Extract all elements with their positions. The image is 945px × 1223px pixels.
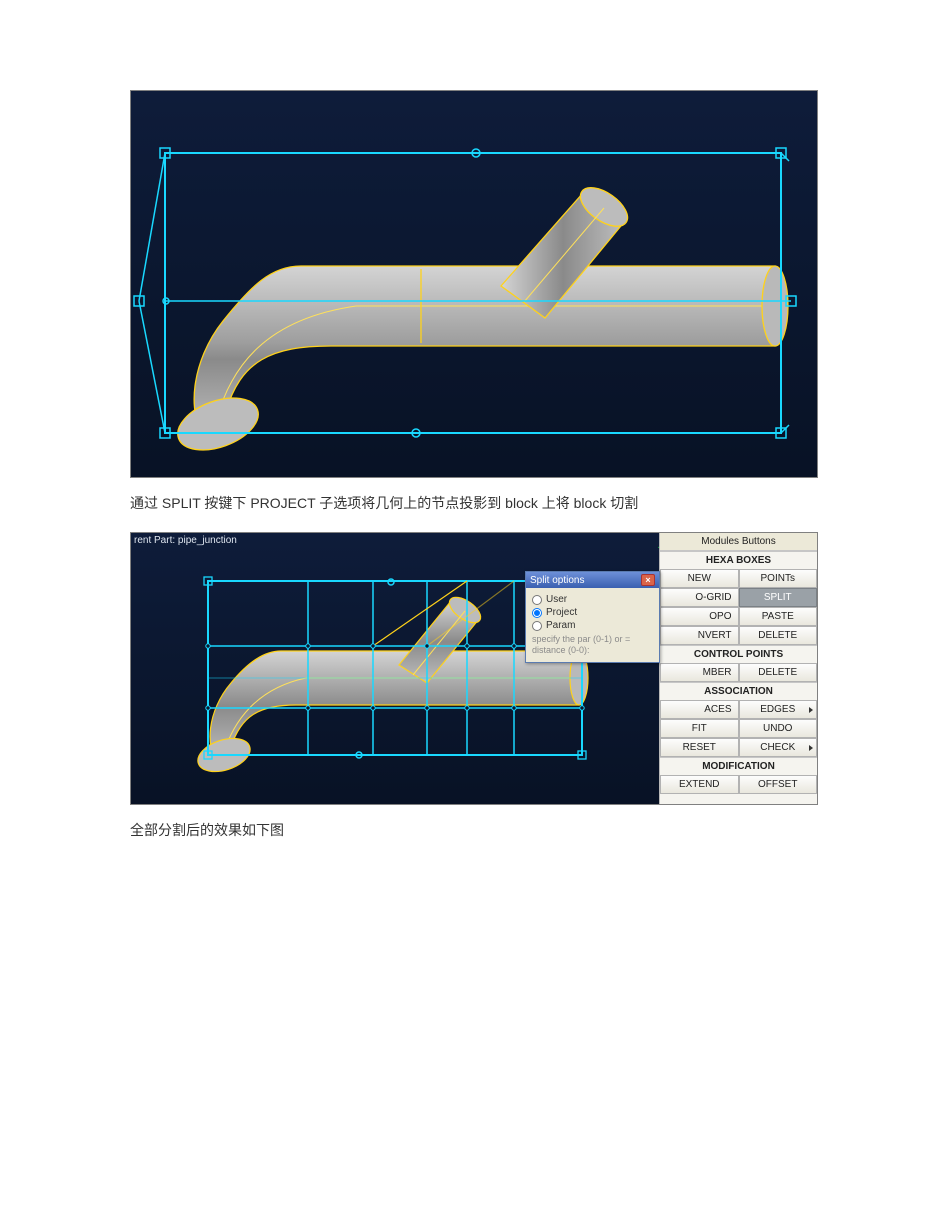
split-option-user-label: User (546, 594, 567, 605)
split-options-title: Split options (530, 575, 584, 586)
bbox-depth-tr (781, 153, 789, 161)
bbox-diamond-bl (139, 301, 165, 433)
btn-mber[interactable]: MBER (660, 663, 739, 682)
modules-panel-title: Modules Buttons (660, 533, 817, 551)
radio-project[interactable] (532, 608, 542, 618)
split-option-user[interactable]: User (532, 594, 653, 605)
btn-extend[interactable]: EXTEND (660, 775, 739, 794)
bbox-depth-br (781, 425, 789, 433)
section-hexa-title: HEXA BOXES (660, 551, 817, 569)
caption-1: 通过 SPLIT 按键下 PROJECT 子选项将几何上的节点投影到 block… (130, 492, 815, 514)
split-options-hint: specify the par (0-1) or = distance (0-0… (532, 634, 653, 656)
row-assoc-1: FIT UNDO (660, 719, 817, 738)
btn-aces[interactable]: ACES (660, 700, 739, 719)
btn-ctrl-delete[interactable]: DELETE (739, 663, 818, 682)
row-ctrl-0: MBER DELETE (660, 663, 817, 682)
split-options-body: User Project Param specify the par (0-1)… (526, 588, 659, 662)
btn-split[interactable]: SPLIT (739, 588, 818, 607)
btn-reset[interactable]: RESET (660, 738, 739, 757)
figure-1-svg (131, 91, 819, 479)
pipe-main (194, 266, 775, 436)
split-option-param[interactable]: Param (532, 620, 653, 631)
btn-paste[interactable]: PASTE (739, 607, 818, 626)
caption-2: 全部分割后的效果如下图 (130, 819, 815, 841)
btn-undo[interactable]: UNDO (739, 719, 818, 738)
radio-param[interactable] (532, 621, 542, 631)
btn-offset[interactable]: OFFSET (739, 775, 818, 794)
pipe-right-cap (762, 266, 788, 346)
row-assoc-0: ACES EDGES (660, 700, 817, 719)
split-option-project-label: Project (546, 607, 577, 618)
row-hexa-0: NEW POINTs (660, 569, 817, 588)
btn-points[interactable]: POINTs (739, 569, 818, 588)
btn-nvert[interactable]: NVERT (660, 626, 739, 645)
btn-new[interactable]: NEW (660, 569, 739, 588)
section-mod-title: MODIFICATION (660, 757, 817, 775)
btn-edges[interactable]: EDGES (739, 700, 818, 719)
caption-2-text: 全部分割后的效果如下图 (130, 822, 284, 838)
btn-delete[interactable]: DELETE (739, 626, 818, 645)
row-hexa-2: OPO PASTE (660, 607, 817, 626)
radio-user[interactable] (532, 595, 542, 605)
row-hexa-1: O-GRID SPLIT (660, 588, 817, 607)
section-control-title: CONTROL POINTS (660, 645, 817, 663)
section-assoc-title: ASSOCIATION (660, 682, 817, 700)
btn-ogrid[interactable]: O-GRID (660, 588, 739, 607)
btn-opo[interactable]: OPO (660, 607, 739, 626)
chevron-right-icon (809, 745, 813, 751)
btn-fit[interactable]: FIT (660, 719, 739, 738)
bbox-diamond-tl (139, 153, 165, 301)
figure-1-viewport (130, 90, 818, 478)
row-mod-0: EXTEND OFFSET (660, 775, 817, 794)
split-option-param-label: Param (546, 620, 575, 631)
split-options-titlebar[interactable]: Split options × (526, 572, 659, 588)
split-option-project[interactable]: Project (532, 607, 653, 618)
chevron-right-icon (809, 707, 813, 713)
figure-2: rent Part: pipe_junction X Z (130, 532, 818, 805)
modules-panel: Modules Buttons HEXA BOXES NEW POINTs O-… (659, 533, 817, 804)
close-icon[interactable]: × (641, 574, 655, 586)
btn-check[interactable]: CHECK (739, 738, 818, 757)
row-hexa-3: NVERT DELETE (660, 626, 817, 645)
row-assoc-2: RESET CHECK (660, 738, 817, 757)
pipe-main (210, 651, 579, 762)
split-options-popup[interactable]: Split options × User Project Param speci… (525, 571, 660, 663)
caption-1-text: 通过 SPLIT 按键下 PROJECT 子选项将几何上的节点投影到 block… (130, 495, 638, 511)
branch-top-edge-b (427, 581, 514, 646)
